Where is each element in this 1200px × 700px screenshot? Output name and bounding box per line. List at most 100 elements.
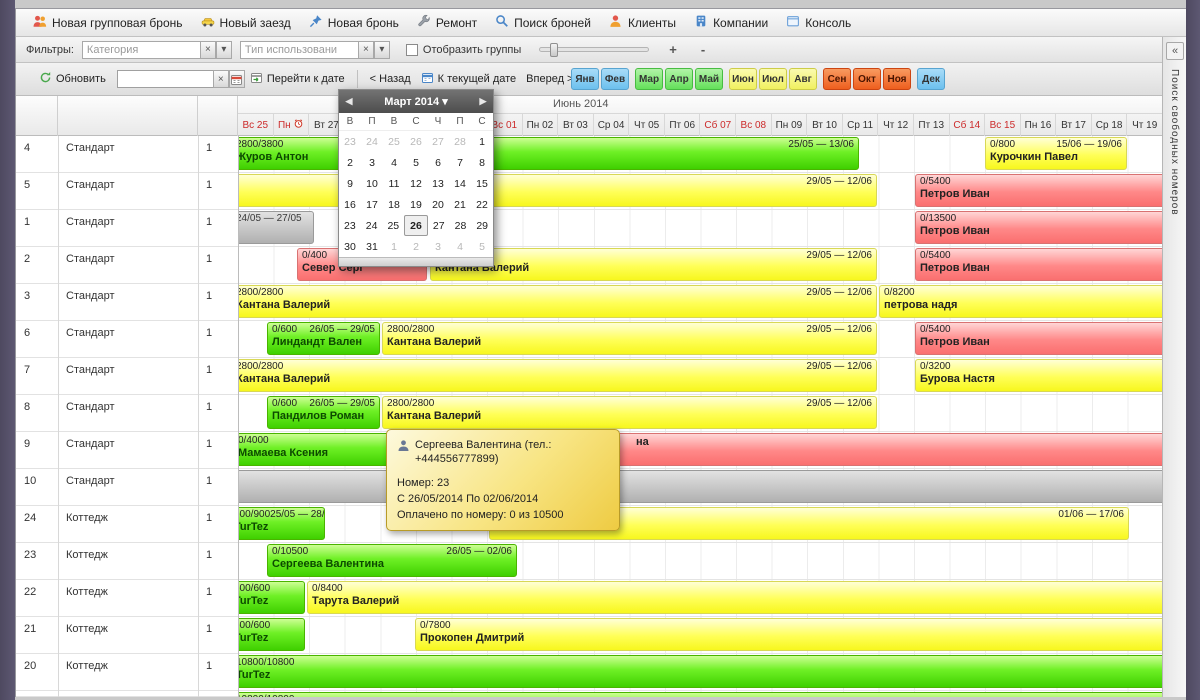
calendar-day[interactable]: 26 <box>405 131 427 152</box>
month-button-Сен[interactable]: Сен <box>823 68 851 90</box>
date-clear-icon[interactable]: × <box>213 70 229 88</box>
calendar-day[interactable]: 20 <box>427 194 449 215</box>
room-row-9[interactable]: 9Стандарт1 <box>16 432 238 469</box>
month-button-Июн[interactable]: Июн <box>729 68 757 90</box>
month-button-Май[interactable]: Май <box>695 68 723 90</box>
booking-bar[interactable]: 600/600TurTez <box>238 581 305 614</box>
booking-bar[interactable]: 600/90025/05 — 28/05TurTez <box>238 507 325 540</box>
toolbar-button[interactable]: Клиенты <box>600 11 685 34</box>
booking-bar[interactable]: 0/3200Бурова Настя <box>915 359 1163 392</box>
calendar-day[interactable]: 12 <box>405 173 427 194</box>
calendar-day[interactable]: 27 <box>427 131 449 152</box>
room-row-6[interactable]: 6Стандарт1 <box>16 321 238 358</box>
calendar-day[interactable]: 24 <box>361 215 383 236</box>
room-row-23[interactable]: 23Коттедж1 <box>16 543 238 580</box>
booking-bar[interactable]: 0/1050026/05 — 02/06Сергеева Валентина <box>267 544 517 577</box>
zoom-slider-thumb[interactable] <box>550 43 558 57</box>
calendar-day-selected[interactable]: 26 <box>404 215 428 236</box>
category-filter[interactable]: Категория × ▾ <box>82 41 232 59</box>
booking-bar[interactable]: 0/7800Прокопен Дмитрий <box>415 618 1163 651</box>
booking-bar[interactable]: 0/8200петрова надя <box>879 285 1163 318</box>
booking-bar[interactable]: 10800/10800TurTez <box>238 692 1163 697</box>
calendar-day[interactable]: 25 <box>383 131 405 152</box>
month-button-Мар[interactable]: Мар <box>635 68 663 90</box>
calendar-day[interactable]: 2 <box>339 152 361 173</box>
show-groups-checkbox[interactable] <box>406 44 418 56</box>
booking-bar[interactable]: 2800/280029/05 — 12/06Кантана Валерий <box>382 322 877 355</box>
booking-bar[interactable]: 0/80015/06 — 19/06Курочкин Павел <box>985 137 1127 170</box>
usage-dropdown-icon[interactable]: ▾ <box>374 41 390 59</box>
booking-bar[interactable]: 0/13500Петров Иван <box>915 211 1163 244</box>
toolbar-button[interactable]: Поиск броней <box>486 11 600 34</box>
calendar-day[interactable]: 9 <box>339 173 361 194</box>
date-picker-icon[interactable] <box>229 70 245 88</box>
calendar-day[interactable]: 24 <box>361 131 383 152</box>
booking-bar[interactable]: 2800/280029/05 — 12/06Кантана Валерий <box>238 285 877 318</box>
collapse-panel-button[interactable]: « <box>1166 42 1184 60</box>
usage-type-filter[interactable]: Тип использовани × ▾ <box>240 41 390 59</box>
calendar-day[interactable]: 27 <box>428 215 450 236</box>
calendar-day[interactable]: 17 <box>361 194 383 215</box>
calendar-next-icon[interactable]: ▶ <box>473 96 493 107</box>
booking-bar[interactable]: 0/5400Петров Иван <box>915 174 1163 207</box>
toolbar-button[interactable]: Ремонт <box>408 11 486 34</box>
calendar-title[interactable]: Март 2014 ▾ <box>359 95 473 108</box>
calendar-day[interactable]: 23 <box>339 131 361 152</box>
booking-bar[interactable]: 0/5400Петров Иван <box>915 248 1163 281</box>
toolbar-button[interactable]: Компании <box>685 11 777 34</box>
free-rooms-panel-label[interactable]: Поиск свободных номеров <box>1169 69 1180 216</box>
room-row-2[interactable]: 2Стандарт1 <box>16 247 238 284</box>
month-button-Июл[interactable]: Июл <box>759 68 787 90</box>
calendar-day[interactable]: 28 <box>450 215 472 236</box>
usage-type-filter-value[interactable]: Тип использовани <box>240 41 358 59</box>
calendar-day[interactable]: 13 <box>427 173 449 194</box>
today-button[interactable]: К текущей дате <box>416 71 522 87</box>
room-row-20[interactable]: 20Коттедж1 <box>16 654 238 691</box>
room-row-8[interactable]: 8Стандарт1 <box>16 395 238 432</box>
booking-bar[interactable]: 2800/380025/05 — 13/06Журов Антон <box>238 137 859 170</box>
month-button-Фев[interactable]: Фев <box>601 68 629 90</box>
calendar-day[interactable]: 21 <box>449 194 471 215</box>
booking-bar[interactable]: 600/600TurTez <box>238 618 305 651</box>
calendar-day[interactable]: 1 <box>383 236 405 257</box>
room-row-3[interactable]: 3Стандарт1 <box>16 284 238 321</box>
booking-bar[interactable]: 0/60026/05 — 29/05Пандилов Роман <box>267 396 380 429</box>
booking-bar[interactable]: 24/05 — 27/05 <box>238 211 314 244</box>
calendar-day[interactable]: 31 <box>361 236 383 257</box>
category-filter-value[interactable]: Категория <box>82 41 200 59</box>
room-row-4[interactable]: 4Стандарт1 <box>16 136 238 173</box>
back-button[interactable]: < Назад <box>365 73 416 85</box>
booking-bar[interactable]: 0/60026/05 — 29/05Линдандт Вален <box>267 322 380 355</box>
calendar-prev-icon[interactable]: ◀ <box>339 96 359 107</box>
month-button-Апр[interactable]: Апр <box>665 68 693 90</box>
calendar-day[interactable]: 10 <box>361 173 383 194</box>
calendar-day[interactable]: 16 <box>339 194 361 215</box>
calendar-day[interactable]: 11 <box>383 173 405 194</box>
toolbar-button[interactable]: Новый заезд <box>192 11 300 34</box>
month-button-Авг[interactable]: Авг <box>789 68 817 90</box>
booking-bar[interactable]: 10800/10800TurTez <box>238 655 1163 688</box>
calendar-day[interactable]: 4 <box>383 152 405 173</box>
calendar-day[interactable]: 2 <box>405 236 427 257</box>
calendar-day[interactable]: 5 <box>405 152 427 173</box>
calendar-day[interactable]: 3 <box>427 236 449 257</box>
calendar-day[interactable]: 3 <box>361 152 383 173</box>
room-row-22[interactable]: 22Коттедж1 <box>16 580 238 617</box>
booking-bar[interactable]: 0/5400Петров Иван <box>915 322 1163 355</box>
category-clear-icon[interactable]: × <box>200 41 216 59</box>
category-dropdown-icon[interactable]: ▾ <box>216 41 232 59</box>
room-row-7[interactable]: 7Стандарт1 <box>16 358 238 395</box>
calendar-day[interactable]: 19 <box>405 194 427 215</box>
calendar-day[interactable]: 30 <box>339 236 361 257</box>
toolbar-button[interactable]: Новая групповая бронь <box>24 11 192 34</box>
booking-bar[interactable]: 2800/280029/05 — 12/06Кантана Валерий <box>430 248 877 281</box>
calendar-day[interactable]: 1 <box>471 131 493 152</box>
room-row-19[interactable]: 19Коттедж1 <box>16 691 238 697</box>
calendar-day[interactable]: 15 <box>471 173 493 194</box>
zoom-slider[interactable] <box>539 47 649 52</box>
calendar-day[interactable]: 4 <box>449 236 471 257</box>
room-row-1[interactable]: 1Стандарт1 <box>16 210 238 247</box>
booking-bar[interactable]: 2800/280029/05 — 12/06Кантана Валерий <box>238 359 877 392</box>
calendar-day[interactable]: 14 <box>449 173 471 194</box>
zoom-in-button[interactable]: + <box>665 42 681 57</box>
